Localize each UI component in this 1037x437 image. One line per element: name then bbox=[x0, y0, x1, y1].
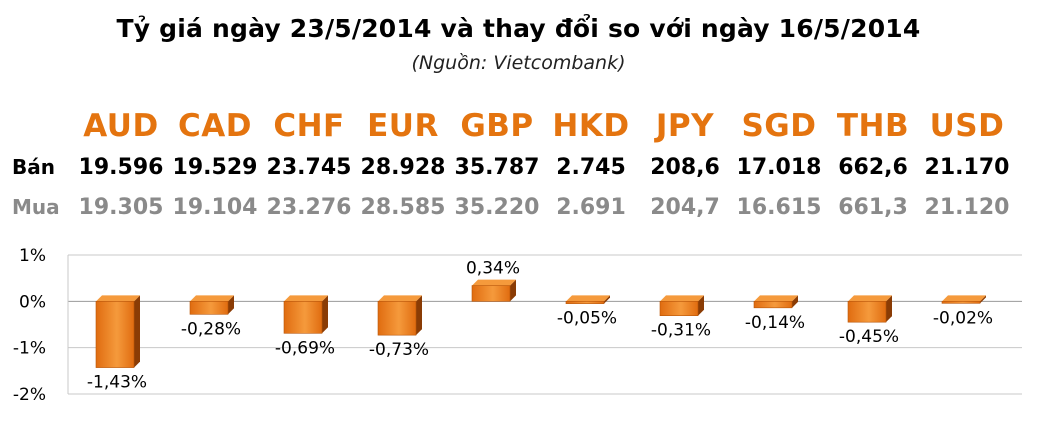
bar-top-thb bbox=[848, 295, 892, 302]
y-tick-label: 1% bbox=[19, 246, 46, 266]
page-title: Tỷ giá ngày 23/5/2014 và thay đổi so với… bbox=[116, 14, 921, 43]
currency-code-usd: USD bbox=[929, 108, 1005, 144]
sell-rate-eur: 28.928 bbox=[360, 155, 446, 180]
bar-side-chf bbox=[322, 295, 328, 334]
bar-sgd bbox=[753, 301, 793, 309]
sell-rate-usd: 21.170 bbox=[924, 155, 1010, 180]
bar-side-sgd bbox=[792, 295, 798, 308]
sell-rate-hkd: 2.745 bbox=[556, 155, 626, 180]
sell-rate-thb: 662,6 bbox=[838, 155, 908, 180]
data-label-jpy: -0,31% bbox=[651, 321, 711, 341]
currency-code-eur: EUR bbox=[367, 108, 439, 144]
sell-rate-aud: 19.596 bbox=[78, 155, 164, 180]
bar-side-aud bbox=[134, 295, 140, 368]
buy-row-label: Mua bbox=[12, 195, 60, 219]
data-label-sgd: -0,14% bbox=[745, 313, 805, 333]
sell-row-label: Bán bbox=[12, 155, 55, 179]
bar-side-hkd bbox=[604, 295, 610, 304]
buy-rate-eur: 28.585 bbox=[360, 195, 446, 220]
bar-usd bbox=[941, 301, 981, 304]
data-label-hkd: -0,05% bbox=[557, 309, 617, 329]
bar-eur bbox=[377, 301, 417, 336]
bar-hkd bbox=[565, 301, 605, 304]
y-tick-label: 0% bbox=[19, 292, 46, 312]
sell-rate-gbp: 35.787 bbox=[454, 155, 540, 180]
data-label-eur: -0,73% bbox=[369, 340, 429, 360]
currency-code-thb: THB bbox=[836, 108, 910, 144]
bar-side-thb bbox=[886, 295, 892, 323]
buy-rate-usd: 21.120 bbox=[924, 195, 1010, 220]
currency-code-gbp: GBP bbox=[460, 108, 534, 144]
buy-rate-aud: 19.305 bbox=[78, 195, 164, 220]
bar-jpy bbox=[659, 301, 699, 316]
buy-rate-hkd: 2.691 bbox=[556, 195, 626, 220]
currency-code-chf: CHF bbox=[273, 108, 345, 144]
bar-side-eur bbox=[416, 295, 422, 336]
data-label-aud: -1,43% bbox=[87, 373, 147, 393]
bar-side-cad bbox=[228, 295, 234, 315]
change-bar-chart: 1% 0% -1% -2% -1,43% -0,28% -0,69% -0,73% 0,34% -… bbox=[13, 246, 1022, 405]
bar-top-aud bbox=[96, 295, 140, 302]
sell-rate-jpy: 208,6 bbox=[650, 155, 720, 180]
bar-top-cad bbox=[190, 295, 234, 302]
y-tick-label: -2% bbox=[13, 385, 46, 405]
currency-code-jpy: JPY bbox=[655, 108, 715, 144]
bar-aud bbox=[95, 301, 135, 368]
buy-rate-gbp: 35.220 bbox=[454, 195, 540, 220]
buy-rate-jpy: 204,7 bbox=[650, 195, 720, 220]
buy-rate-cad: 19.104 bbox=[172, 195, 258, 220]
bar-top-usd bbox=[942, 295, 986, 302]
bar-cad bbox=[189, 301, 229, 315]
data-label-cad: -0,28% bbox=[181, 319, 241, 339]
bar-top-eur bbox=[378, 295, 422, 302]
bar-top-jpy bbox=[660, 295, 704, 302]
bar-top-sgd bbox=[754, 295, 798, 302]
bar-side-usd bbox=[980, 295, 986, 304]
buy-rate-chf: 23.276 bbox=[266, 195, 352, 220]
bar-gbp bbox=[471, 285, 511, 302]
data-label-thb: -0,45% bbox=[839, 327, 899, 347]
bar-top-hkd bbox=[566, 295, 610, 302]
sell-rate-cad: 19.529 bbox=[172, 155, 258, 180]
sell-rate-sgd: 17.018 bbox=[736, 155, 822, 180]
data-label-usd: -0,02% bbox=[933, 308, 993, 328]
currency-code-aud: AUD bbox=[83, 108, 159, 144]
currency-code-sgd: SGD bbox=[741, 108, 817, 144]
bar-side-jpy bbox=[698, 295, 704, 316]
bar-side-gbp bbox=[510, 279, 516, 302]
buy-rate-thb: 661,3 bbox=[838, 195, 908, 220]
bar-top-chf bbox=[284, 295, 328, 302]
bar-top-gbp bbox=[472, 279, 516, 286]
bar-chf bbox=[283, 301, 323, 334]
data-label-gbp: 0,34% bbox=[466, 259, 520, 279]
data-label-chf: -0,69% bbox=[275, 338, 335, 358]
buy-rate-sgd: 16.615 bbox=[736, 195, 822, 220]
y-tick-label: -1% bbox=[13, 339, 46, 359]
sell-rate-chf: 23.745 bbox=[266, 155, 352, 180]
source-subtitle: (Nguồn: Vietcombank) bbox=[411, 52, 626, 74]
currency-code-cad: CAD bbox=[178, 108, 252, 144]
currency-code-hkd: HKD bbox=[552, 108, 630, 144]
bar-thb bbox=[847, 301, 887, 323]
